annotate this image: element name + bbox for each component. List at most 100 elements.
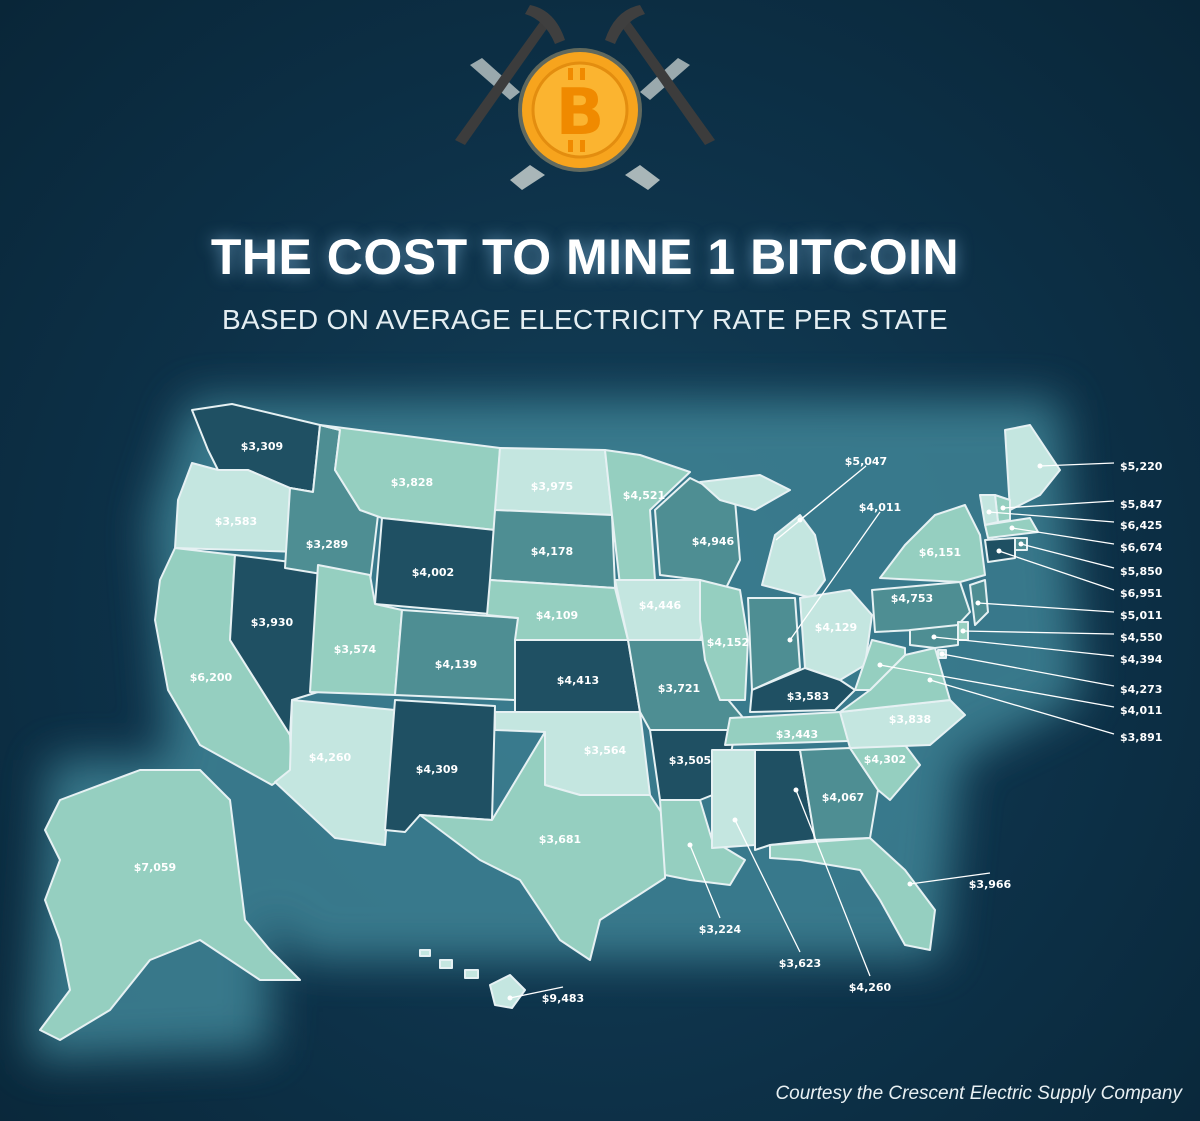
value-label-oh: $4,129 <box>815 621 857 634</box>
value-label-nc: $3,838 <box>889 713 931 726</box>
value-label-ky: $3,583 <box>787 690 829 703</box>
value-label-va: $3,891 <box>1120 731 1162 744</box>
value-label-ms: $3,623 <box>779 957 821 970</box>
pickaxe-icon <box>455 5 715 190</box>
leader-line-nh <box>1002 500 1115 509</box>
value-label-ks: $4,413 <box>557 674 599 687</box>
state-fl <box>769 837 936 951</box>
leader-dot-dc <box>939 651 945 657</box>
state-ga <box>799 747 879 841</box>
value-labels: $3,309 $3,583 $6,200 $3,930 $3,289 $3,828 $4,0… <box>134 440 1163 1005</box>
state-in <box>747 597 801 691</box>
leader-dot-me <box>1037 463 1043 469</box>
leader-lines <box>507 462 1115 1001</box>
value-label-mo: $3,721 <box>658 682 700 695</box>
state-mn <box>604 449 691 586</box>
value-label-ne: $4,109 <box>536 609 578 622</box>
value-label-ga: $4,067 <box>822 791 864 804</box>
value-label-ri: $5,850 <box>1120 565 1163 578</box>
credit-text: Courtesy the Crescent Electric Supply Co… <box>775 1083 1182 1104</box>
value-label-ca: $6,200 <box>190 671 233 684</box>
value-label-in: $4,011 <box>859 501 901 514</box>
state-oh <box>799 589 873 681</box>
state-me <box>1004 424 1061 511</box>
leader-dot-hi <box>507 995 513 1001</box>
state-la <box>659 799 746 886</box>
value-label-de: $4,550 <box>1120 631 1163 644</box>
leader-dot-in <box>787 637 793 643</box>
value-label-wi: $4,946 <box>692 535 735 548</box>
value-label-nm: $4,309 <box>416 763 458 776</box>
value-label-ar: $3,505 <box>669 754 711 767</box>
state-co <box>394 609 519 701</box>
state-tx <box>419 731 666 961</box>
leader-dot-ma <box>1009 525 1015 531</box>
page-subtitle: BASED ON AVERAGE ELECTRICITY RATE PER ST… <box>221 304 949 335</box>
leader-line-la <box>689 844 721 919</box>
value-label-ma: $6,674 <box>1120 541 1163 554</box>
value-label-mt: $3,828 <box>391 476 433 489</box>
state-ms <box>711 749 756 849</box>
value-label-mn: $4,521 <box>623 489 665 502</box>
leader-dot-fl <box>907 881 913 887</box>
leader-dot-ri <box>1018 541 1024 547</box>
value-label-tn: $3,443 <box>776 728 818 741</box>
value-label-co: $4,139 <box>435 658 477 671</box>
value-label-id: $3,289 <box>306 538 348 551</box>
leader-dot-nj <box>975 600 981 606</box>
value-label-nv: $3,930 <box>251 616 294 629</box>
value-label-sd: $4,178 <box>531 545 573 558</box>
leader-dot-al <box>793 787 799 793</box>
leader-dot-de <box>960 628 966 634</box>
bitcoin-coin-icon: B <box>518 48 642 172</box>
page-title: THE COST TO MINE 1 BITCOIN <box>210 229 960 285</box>
value-label-fl: $3,966 <box>969 878 1012 891</box>
state-ak <box>39 769 301 1041</box>
leader-line-me <box>1039 462 1115 467</box>
value-label-ny: $6,151 <box>919 546 961 559</box>
value-label-or: $3,583 <box>215 515 257 528</box>
leader-line-in <box>789 511 881 641</box>
leader-line-ct <box>998 550 1115 591</box>
leader-dot-ms <box>732 817 738 823</box>
value-label-pa: $4,753 <box>891 592 933 605</box>
bitcoin-mining-logo: B <box>455 5 715 190</box>
state-hi <box>419 949 526 1009</box>
leader-line-de <box>962 630 1115 635</box>
value-label-mi: $5,047 <box>845 455 887 468</box>
value-label-md: $4,394 <box>1120 653 1163 666</box>
leader-line-wv <box>879 664 1115 708</box>
leader-line-fl <box>909 872 991 885</box>
value-label-hi: $9,483 <box>542 992 584 1005</box>
leader-line-dc <box>941 653 1115 687</box>
value-label-az: $4,260 <box>309 751 352 764</box>
leader-dot-la <box>687 842 693 848</box>
state-pa <box>871 581 971 633</box>
value-label-ak: $7,059 <box>134 861 176 874</box>
leader-line-al <box>795 789 871 977</box>
leader-dot-md <box>931 634 937 640</box>
leader-dot-vt <box>986 509 992 515</box>
state-il <box>699 579 749 701</box>
value-label-ut: $3,574 <box>334 643 377 656</box>
leader-line-va <box>929 679 1115 735</box>
value-label-vt: $6,425 <box>1120 519 1162 532</box>
state-ny <box>879 504 986 583</box>
state-wi <box>654 477 741 591</box>
value-label-ok: $3,564 <box>584 744 627 757</box>
header: B THE COST TO MINE 1 BITCOIN BASED ON AV… <box>0 0 1200 360</box>
value-label-ct: $6,951 <box>1120 587 1162 600</box>
value-label-nh: $5,847 <box>1120 498 1162 511</box>
leader-dot-mi <box>797 517 803 523</box>
value-label-la: $3,224 <box>699 923 742 936</box>
value-label-il: $4,152 <box>707 636 749 649</box>
value-label-me: $5,220 <box>1120 460 1163 473</box>
value-label-tx: $3,681 <box>539 833 581 846</box>
leader-line-vt <box>988 511 1115 523</box>
leader-dot-nh <box>1000 505 1006 511</box>
svg-text:B: B <box>556 76 605 150</box>
value-label-sc: $4,302 <box>864 753 906 766</box>
value-label-dc: $4,273 <box>1120 683 1162 696</box>
leader-dot-va <box>927 677 933 683</box>
